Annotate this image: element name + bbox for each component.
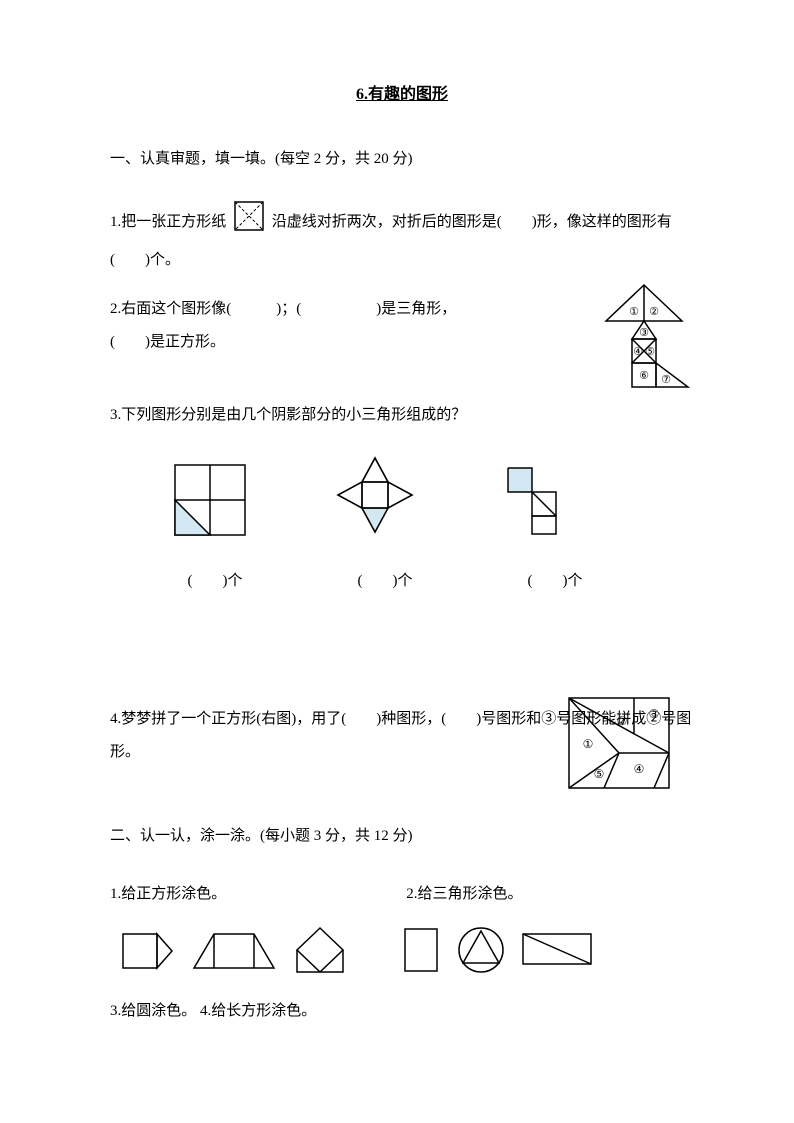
question-3: 3.下列图形分别是由几个阴影部分的小三角形组成的？ [110, 399, 694, 598]
svg-text:⑤: ⑤ [594, 767, 605, 781]
q2-text-a: 2.右面这个图形像( )；( )是三角形， [110, 293, 530, 326]
q1-paper-icon [234, 201, 264, 244]
svg-text:③: ③ [649, 707, 660, 721]
q2-text-b: ( )是正方形。 [110, 326, 530, 359]
q3-label-1: ( )个 [170, 565, 260, 598]
shape-sq-tri [120, 928, 175, 973]
q3-label-3: ( )个 [510, 565, 600, 598]
svg-text:③: ③ [639, 327, 649, 339]
q1-text-a: 1.把一张正方形纸 [110, 214, 226, 230]
shape-circle-tri [456, 925, 506, 975]
section-1-heading: 一、认真审题，填一填。(每空 2 分，共 20 分) [110, 146, 694, 173]
svg-text:④: ④ [634, 762, 645, 776]
svg-text:①: ① [583, 737, 594, 751]
question-1: 1.把一张正方形纸 沿虚线对折两次，对折后的图形是( )形，像这样的图形有( )… [110, 201, 694, 277]
question-2: 2.右面这个图形像( )；( )是三角形， ( )是正方形。 ① [110, 293, 694, 383]
s2-q1: 1.给正方形涂色。 [110, 878, 226, 911]
shapes-group-right [402, 925, 595, 975]
shape-trapezoid [189, 928, 279, 973]
s2-q34: 3.给圆涂色。 4.给长方形涂色。 [110, 995, 694, 1028]
page-title: 6.有趣的图形 [110, 80, 694, 104]
q3-shape-1 [170, 460, 250, 553]
shape-diamond-house [293, 925, 348, 975]
shape-rect-tall [402, 926, 442, 974]
svg-text:②: ② [649, 306, 659, 318]
question-4: ① ② ③ ④ ⑤ 4.梦梦拼了一个正方形(右图)，用了( )种图形，( )号图… [110, 703, 694, 803]
shapes-group-left [120, 925, 348, 975]
shapes-row-1 [120, 925, 694, 975]
q4-square-figure: ① ② ③ ④ ⑤ [564, 693, 674, 806]
shape-rect-diag [520, 931, 595, 969]
q3-text: 3.下列图形分别是由几个阴影部分的小三角形组成的？ [110, 399, 694, 432]
section-2-heading: 二、认一认，涂一涂。(每小题 3 分，共 12 分) [110, 823, 694, 850]
svg-text:⑦: ⑦ [661, 374, 671, 386]
svg-text:⑤: ⑤ [645, 346, 655, 358]
svg-text:①: ① [629, 306, 639, 318]
svg-text:⑥: ⑥ [639, 370, 649, 382]
q2-arrow-figure: ① ② ③ ④ ⑤ ⑥ ⑦ [594, 281, 694, 404]
svg-text:②: ② [617, 714, 628, 728]
q3-shape-3 [500, 460, 580, 553]
s2-q3: 3.给圆涂色。 [110, 1003, 196, 1019]
s2-q2: 2.给三角形涂色。 [406, 878, 522, 911]
s2-q4: 4.给长方形涂色。 [200, 1003, 316, 1019]
q3-shape-2 [330, 450, 420, 553]
q3-label-2: ( )个 [340, 565, 430, 598]
svg-text:④: ④ [633, 346, 643, 358]
